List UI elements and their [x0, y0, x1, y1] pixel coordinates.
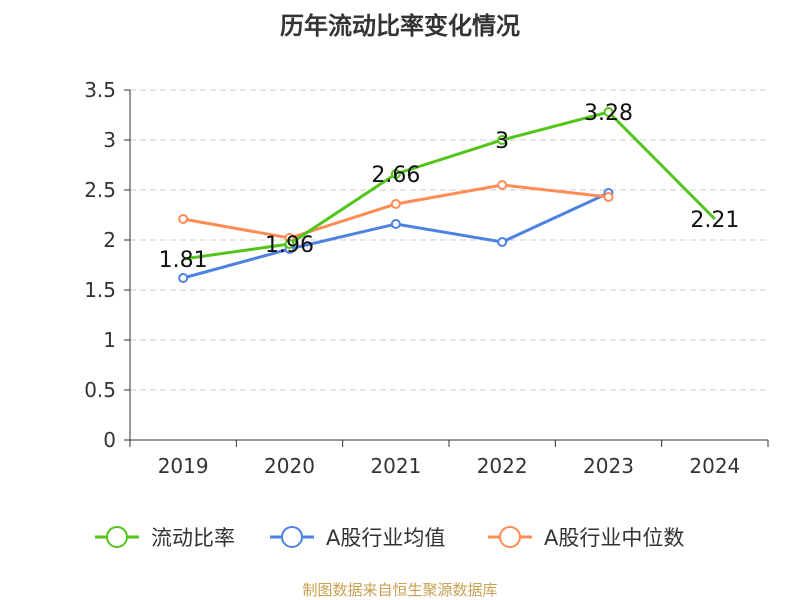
series-line-2	[182, 183, 609, 240]
legend-item[interactable]: A股行业中位数	[488, 526, 684, 550]
data-point[interactable]	[497, 180, 508, 190]
legend-label: 流动比率	[151, 526, 235, 550]
data-point[interactable]	[497, 135, 508, 145]
x-tick-label: 2021	[370, 454, 421, 478]
y-tick-label: 0.5	[84, 378, 116, 402]
y-tick-label: 2	[103, 228, 116, 252]
legend-circle-icon	[106, 526, 128, 548]
data-point[interactable]	[178, 214, 189, 224]
chart-title: 历年流动比率变化情况	[280, 12, 520, 40]
y-tick-label: 3.5	[84, 78, 116, 102]
x-tick-label: 2024	[689, 454, 740, 478]
data-label: 2.21	[690, 208, 739, 233]
data-point[interactable]	[603, 192, 614, 202]
legend-circle-icon	[281, 526, 303, 548]
x-tick-label: 2022	[477, 454, 528, 478]
source-footer: 制图数据来自恒生聚源数据库	[302, 581, 497, 599]
data-point[interactable]	[390, 219, 401, 229]
data-label: 1.96	[265, 233, 314, 258]
x-tick-label: 2019	[158, 454, 209, 478]
data-point[interactable]	[178, 273, 189, 283]
x-tick-label: 2020	[264, 454, 315, 478]
legend-item[interactable]: A股行业均值	[270, 526, 445, 550]
y-tick-label: 1	[103, 328, 116, 352]
y-tick-label: 2.5	[84, 178, 116, 202]
legend-item[interactable]: 流动比率	[95, 526, 235, 550]
data-label: 2.66	[371, 163, 420, 188]
y-tick-label: 0	[103, 428, 116, 452]
series-line-0	[182, 110, 716, 261]
y-tick-label: 1.5	[84, 278, 116, 302]
x-tick-label: 2023	[583, 454, 634, 478]
legend-circle-icon	[499, 526, 521, 548]
data-point[interactable]	[390, 169, 401, 179]
data-label: 1.81	[159, 248, 208, 273]
y-tick-label: 3	[103, 128, 116, 152]
legend-label: A股行业均值	[326, 526, 445, 550]
data-label: 3	[495, 129, 509, 154]
legend-label: A股行业中位数	[544, 526, 684, 550]
data-point[interactable]	[497, 237, 508, 247]
data-point[interactable]	[390, 199, 401, 209]
data-point[interactable]	[603, 107, 614, 117]
data-label: 3.28	[584, 101, 633, 126]
data-point[interactable]	[284, 239, 295, 249]
